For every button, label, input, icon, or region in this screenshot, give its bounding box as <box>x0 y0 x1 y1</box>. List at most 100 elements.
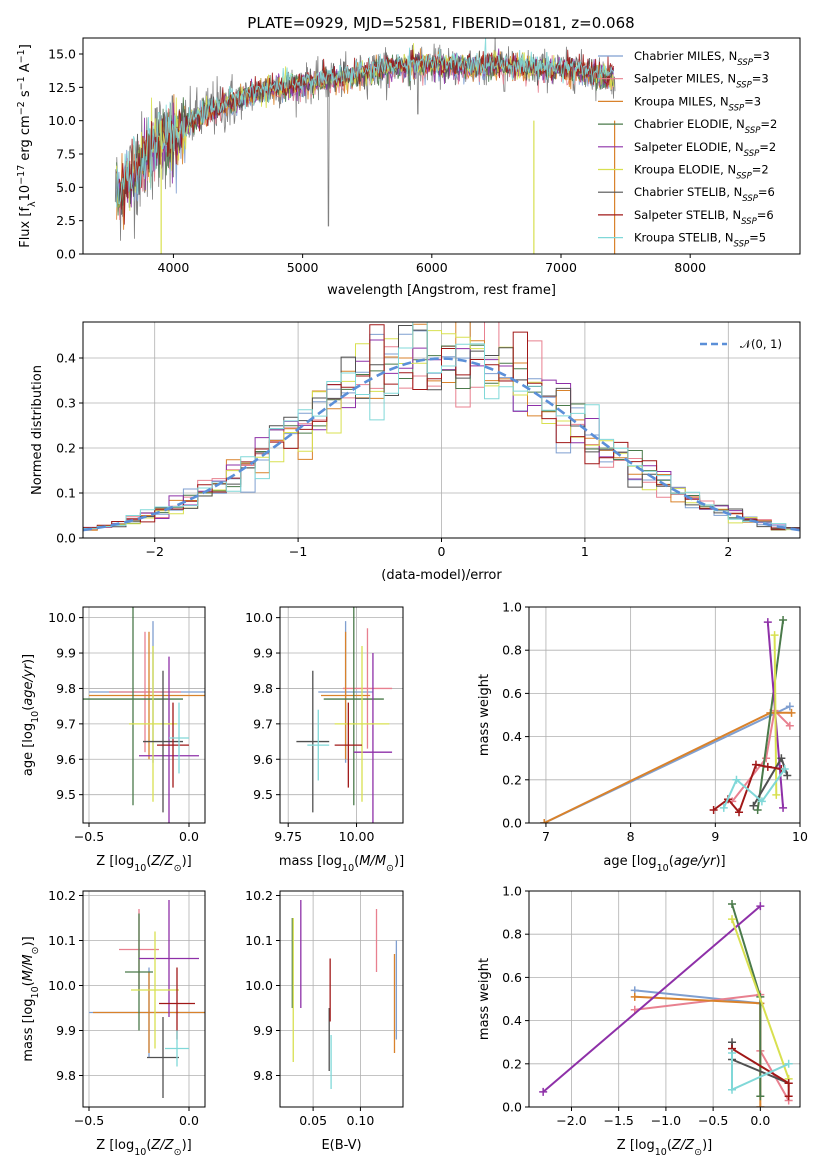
y-tick-label: 0.3 <box>56 396 76 411</box>
axes-mass_vs_ebv: 0.05 0.10 9.8 9.9 10.0 10.1 10.2 E(B-V) <box>245 888 404 1153</box>
plot-area-age_vs_mass <box>296 607 393 823</box>
spectrum-model-line <box>116 38 614 208</box>
x-axis-label: E(B-V) <box>321 1138 361 1153</box>
y-tick-label: 0.2 <box>502 772 522 787</box>
y-tick-label: 0.2 <box>56 441 76 456</box>
y-tick-label: 9.8 <box>56 681 76 696</box>
y-tick-label: 0.8 <box>502 643 522 658</box>
weight-line <box>634 993 790 1101</box>
weight-marker <box>753 806 762 815</box>
weight-marker <box>787 708 796 717</box>
x-tick-label: −2.0 <box>556 1113 586 1128</box>
y-axis-label: age [log10(age/yr)] <box>21 654 41 776</box>
legend-label: Kroupa MILES, NSSP=3 <box>634 94 761 113</box>
x-axis-label: Z [log10(Z/Z⊙)] <box>617 1138 712 1158</box>
y-tick-label: 9.6 <box>56 752 76 767</box>
weight-marker <box>751 760 760 769</box>
weight-marker <box>784 1092 793 1101</box>
y-tick-label: 10.0 <box>48 978 76 993</box>
y-tick-label: 10.0 <box>48 610 76 625</box>
weight-marker <box>732 775 741 784</box>
y-tick-label: 0.6 <box>502 970 522 985</box>
weight-line <box>634 989 761 1005</box>
y-tick-label: 9.8 <box>253 1068 273 1083</box>
y-tick-label: 9.7 <box>56 716 76 731</box>
axes-frame <box>528 606 801 824</box>
y-tick-label: 12.5 <box>48 80 76 95</box>
error-bar-point <box>321 631 371 760</box>
y-tick-label: 9.9 <box>56 1023 76 1038</box>
weight-marker <box>777 754 786 763</box>
y-tick-label: 9.9 <box>253 646 273 661</box>
weight-marker <box>772 790 781 799</box>
weight-marker <box>735 808 744 817</box>
axes-weight_vs_age: 7 8 9 10 0.0 0.2 0.4 0.6 0.8 1.0 age [log10(age/yr… <box>477 600 808 874</box>
y-tick-label: 10.2 <box>245 888 273 903</box>
plot-area-weight_vs_Z <box>539 899 793 1107</box>
error-bar-point <box>334 645 390 802</box>
weight-marker <box>780 765 789 773</box>
x-tick-label: 4000 <box>158 260 190 275</box>
plot-area-age_vs_Z <box>83 607 205 823</box>
weight-marker <box>757 797 766 806</box>
y-tick-label: 9.8 <box>56 1068 76 1083</box>
weight-series <box>753 615 788 815</box>
weight-marker <box>779 615 788 624</box>
weight-marker <box>728 1085 737 1094</box>
weight-marker <box>749 801 758 810</box>
axes-spectrum: 4000 5000 6000 7000 8000 0.0 2.5 5.0 7.5 10.0 12.5… <box>16 37 801 298</box>
weight-marker <box>719 803 728 812</box>
y-tick-label: 5.0 <box>56 180 76 195</box>
y-tick-label: 9.9 <box>253 1023 273 1038</box>
weight-marker <box>756 1092 765 1101</box>
y-tick-label: 0.0 <box>56 247 76 262</box>
error-bar-point <box>323 607 384 806</box>
axes-mass_vs_Z: −0.5 0.0 9.8 9.9 10.0 10.1 10.2 Z [log10(Z/Z⊙)]… <box>21 888 206 1158</box>
weight-marker <box>784 1079 793 1088</box>
y-tick-label: 9.7 <box>253 716 273 731</box>
y-tick-label: 2.5 <box>56 213 76 228</box>
plot-area-residuals <box>83 322 800 532</box>
error-bar-point <box>125 913 153 1031</box>
x-axis-label: wavelength [Angstrom, rest frame] <box>327 283 556 298</box>
legend-label: Chabrier MILES, NSSP=3 <box>634 49 770 68</box>
error-bar-point <box>307 709 330 781</box>
y-tick-label: 0.6 <box>502 686 522 701</box>
y-tick-label: 10.0 <box>245 610 273 625</box>
y-tick-label: 9.5 <box>253 787 273 802</box>
spectrum-model-line <box>116 49 614 225</box>
plot-area-mass_vs_Z <box>89 900 205 1098</box>
y-axis-label: Flux [fλ10−17 erg cm−2 s−1 A−1] <box>16 44 38 248</box>
x-tick-label: 0.10 <box>347 1113 375 1128</box>
axes-frame <box>528 890 801 1108</box>
spectrum-legend: Chabrier MILES, NSSP=3 Salpeter MILES, NS… <box>598 49 777 250</box>
weight-marker <box>785 702 794 711</box>
axes-frame <box>82 606 206 824</box>
y-axis-label: Normed distribution <box>30 365 45 495</box>
weight-line <box>731 708 791 803</box>
x-tick-label: 10 <box>792 829 808 844</box>
y-tick-label: 0.8 <box>502 927 522 942</box>
error-bar-point <box>147 1017 179 1098</box>
x-axis-label: Z [log10(Z/Z⊙)] <box>96 1138 191 1158</box>
x-tick-label: 1 <box>581 544 589 559</box>
y-tick-label: 10.1 <box>245 933 273 948</box>
error-bar-point <box>334 702 362 788</box>
error-bar-point <box>93 972 205 1053</box>
x-tick-label: 8 <box>627 829 635 844</box>
weight-marker <box>756 1103 765 1107</box>
x-tick-label: −0.5 <box>74 829 104 844</box>
error-bar-point <box>169 702 189 774</box>
error-bar-point <box>143 670 183 813</box>
x-tick-label: −0.5 <box>698 1113 728 1128</box>
figure-title: PLATE=0929, MJD=52581, FIBERID=0181, z=0… <box>247 14 634 32</box>
x-tick-label: 7000 <box>545 260 577 275</box>
x-tick-label: 6000 <box>416 260 448 275</box>
axes-residuals: −2 −1 0 1 2 0.0 0.1 0.2 0.3 0.4 𝒩(0, 1) (data-model… <box>30 321 801 583</box>
x-tick-label: 0.0 <box>750 1113 770 1128</box>
error-bar-point <box>139 656 199 823</box>
weight-line <box>756 619 785 811</box>
weight-marker <box>785 721 794 730</box>
x-tick-label: −1 <box>289 544 307 559</box>
